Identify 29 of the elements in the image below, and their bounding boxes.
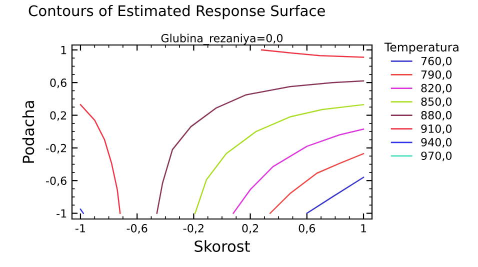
- y-tick-label: 0,6: [50, 78, 66, 88]
- legend-title: Temperatura: [384, 42, 458, 54]
- line-series: [269, 153, 364, 214]
- chart-title: Contours of Estimated Response Surface: [28, 4, 325, 20]
- line-series: [194, 104, 364, 214]
- x-tick-label: -1: [75, 224, 86, 232]
- legend-label: 880,0: [421, 110, 452, 121]
- y-tick-label: 0,2: [50, 111, 66, 121]
- x-axis-title: Skorost: [194, 240, 250, 252]
- line-series: [232, 128, 364, 214]
- y-tick-label: 1: [61, 46, 66, 54]
- chart-subtitle: Glubina_rezaniya=0,0: [161, 34, 283, 45]
- x-tick-label: 0,2: [242, 224, 258, 234]
- legend-label: 850,0: [421, 97, 452, 107]
- x-tick-label: -0,2: [183, 224, 204, 234]
- y-axis-title: Podacha: [22, 101, 34, 163]
- x-tick-label: 0,6: [298, 224, 316, 234]
- legend-label: 820,0: [421, 84, 452, 94]
- line-series: [156, 80, 364, 214]
- y-tick-label: -0,2: [46, 144, 66, 154]
- legend-label: 760,0: [421, 56, 452, 66]
- legend-label: 790,0: [421, 70, 452, 80]
- y-tick-label: -1: [56, 209, 66, 218]
- x-tick-label: -0,6: [126, 224, 148, 234]
- legend-label: 970,0: [421, 152, 452, 162]
- legend-label: 910,0: [421, 124, 452, 134]
- legend-label: 940,0: [421, 138, 452, 148]
- y-tick-label: -0,6: [46, 176, 66, 186]
- x-tick-label: 1: [361, 224, 366, 232]
